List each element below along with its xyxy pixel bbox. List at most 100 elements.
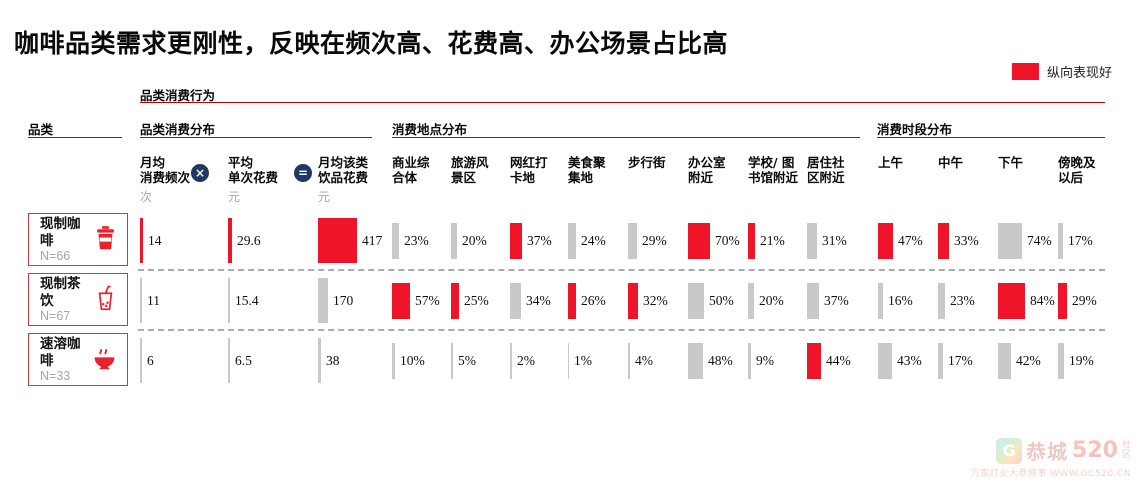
value-label: 4% (635, 353, 653, 368)
group-rule-locations (392, 137, 860, 138)
value-bar (998, 343, 1011, 379)
category-text: 速溶咖啡 N=33 (40, 336, 90, 384)
watermark-suffix: 社 区 (1121, 439, 1131, 460)
value-bar (807, 223, 817, 259)
value-label: 57% (415, 293, 440, 308)
equals-operator-icon: = (294, 164, 312, 182)
column-header-metric: 平均 单次花费 (228, 155, 279, 185)
category-box: 现制茶饮 N=67 (28, 273, 128, 326)
value-bar (1058, 223, 1063, 259)
column-unit: 元 (228, 190, 241, 204)
value-label: 417 (362, 232, 383, 248)
column-header-metric: 月均 消费频次 (140, 155, 191, 185)
value-label: 1% (574, 353, 592, 368)
value-bar (998, 223, 1022, 259)
category-label: 现制咖啡 (40, 215, 81, 249)
value-bar (938, 223, 949, 259)
value-bar (228, 278, 230, 323)
value-bar (392, 283, 410, 319)
group-rule-times (877, 137, 1105, 138)
value-bar (451, 283, 459, 319)
value-label: 29% (642, 233, 667, 248)
value-bar (628, 343, 630, 379)
section-rule (140, 102, 1105, 103)
category-box: 现制咖啡 N=66 (28, 213, 128, 266)
value-label: 6 (147, 352, 154, 368)
value-label: 42% (1016, 353, 1041, 368)
row-separator (138, 329, 1105, 331)
value-label: 21% (760, 233, 785, 248)
value-label: 38 (326, 352, 340, 368)
value-bar (998, 283, 1025, 319)
value-label: 34% (526, 293, 551, 308)
value-label: 5% (458, 353, 476, 368)
row-header-label: 品类 (28, 122, 54, 137)
value-bar (628, 283, 638, 319)
value-bar (688, 283, 704, 319)
value-bar (748, 223, 755, 259)
column-header-time: 傍晚及 以后 (1058, 155, 1096, 185)
category-sample-size: N=33 (40, 369, 71, 384)
column-header-location: 学校/ 图 书馆附近 (748, 155, 799, 185)
column-unit: 元 (318, 190, 331, 204)
column-header-time: 上午 (878, 155, 904, 170)
watermark-logo-icon: G (996, 437, 1023, 464)
value-bar (140, 278, 142, 323)
value-label: 25% (464, 293, 489, 308)
row-separator (138, 269, 1105, 271)
bubble-tea-icon (92, 284, 119, 316)
value-label: 23% (950, 293, 975, 308)
value-label: 23% (404, 233, 429, 248)
value-label: 10% (400, 353, 425, 368)
section-title: 品类消费行为 (140, 88, 216, 103)
value-label: 170 (333, 292, 354, 308)
category-label: 现制茶饮 (40, 275, 81, 309)
value-label: 50% (709, 293, 734, 308)
value-label: 48% (708, 353, 733, 368)
value-label: 84% (1030, 293, 1055, 308)
value-label: 32% (643, 293, 668, 308)
value-bar (318, 338, 321, 383)
value-bar (938, 283, 945, 319)
column-header-location: 美食聚 集地 (568, 155, 606, 185)
category-sample-size: N=67 (40, 309, 71, 324)
value-bar (228, 338, 230, 383)
value-bar (510, 223, 522, 259)
value-bar (451, 343, 453, 379)
value-label: 31% (822, 233, 847, 248)
legend: 纵向表现好 (1012, 62, 1112, 81)
value-bar (568, 343, 569, 379)
value-label: 16% (888, 293, 913, 308)
value-label: 29.6 (237, 232, 261, 248)
value-label: 43% (897, 353, 922, 368)
column-header-location: 旅游风 景区 (451, 155, 489, 185)
value-bar (228, 218, 232, 263)
value-label: 74% (1027, 233, 1052, 248)
coffee-bowl-icon (90, 344, 119, 376)
value-bar (392, 343, 395, 379)
value-bar (318, 218, 357, 263)
value-label: 20% (759, 293, 784, 308)
value-label: 6.5 (235, 352, 252, 368)
value-label: 33% (954, 233, 979, 248)
value-bar (1058, 343, 1064, 379)
value-bar (140, 338, 142, 383)
value-bar (878, 343, 892, 379)
category-text: 现制咖啡 N=66 (40, 216, 92, 264)
multiply-operator-icon: × (191, 164, 209, 182)
group-label-locations: 消费地点分布 (392, 122, 468, 137)
column-header-location: 居住社 区附近 (807, 155, 845, 185)
value-bar (451, 223, 457, 259)
value-bar (510, 343, 512, 379)
column-header-time: 中午 (938, 155, 964, 170)
column-header-location: 办公室 附近 (688, 155, 726, 185)
column-header-location: 网红打 卡地 (510, 155, 548, 185)
column-unit: 次 (140, 190, 153, 204)
value-label: 9% (756, 353, 774, 368)
column-header-time: 下午 (998, 155, 1024, 170)
value-bar (1058, 283, 1067, 319)
value-bar (807, 283, 819, 319)
value-bar (568, 283, 576, 319)
value-label: 14 (148, 232, 162, 248)
